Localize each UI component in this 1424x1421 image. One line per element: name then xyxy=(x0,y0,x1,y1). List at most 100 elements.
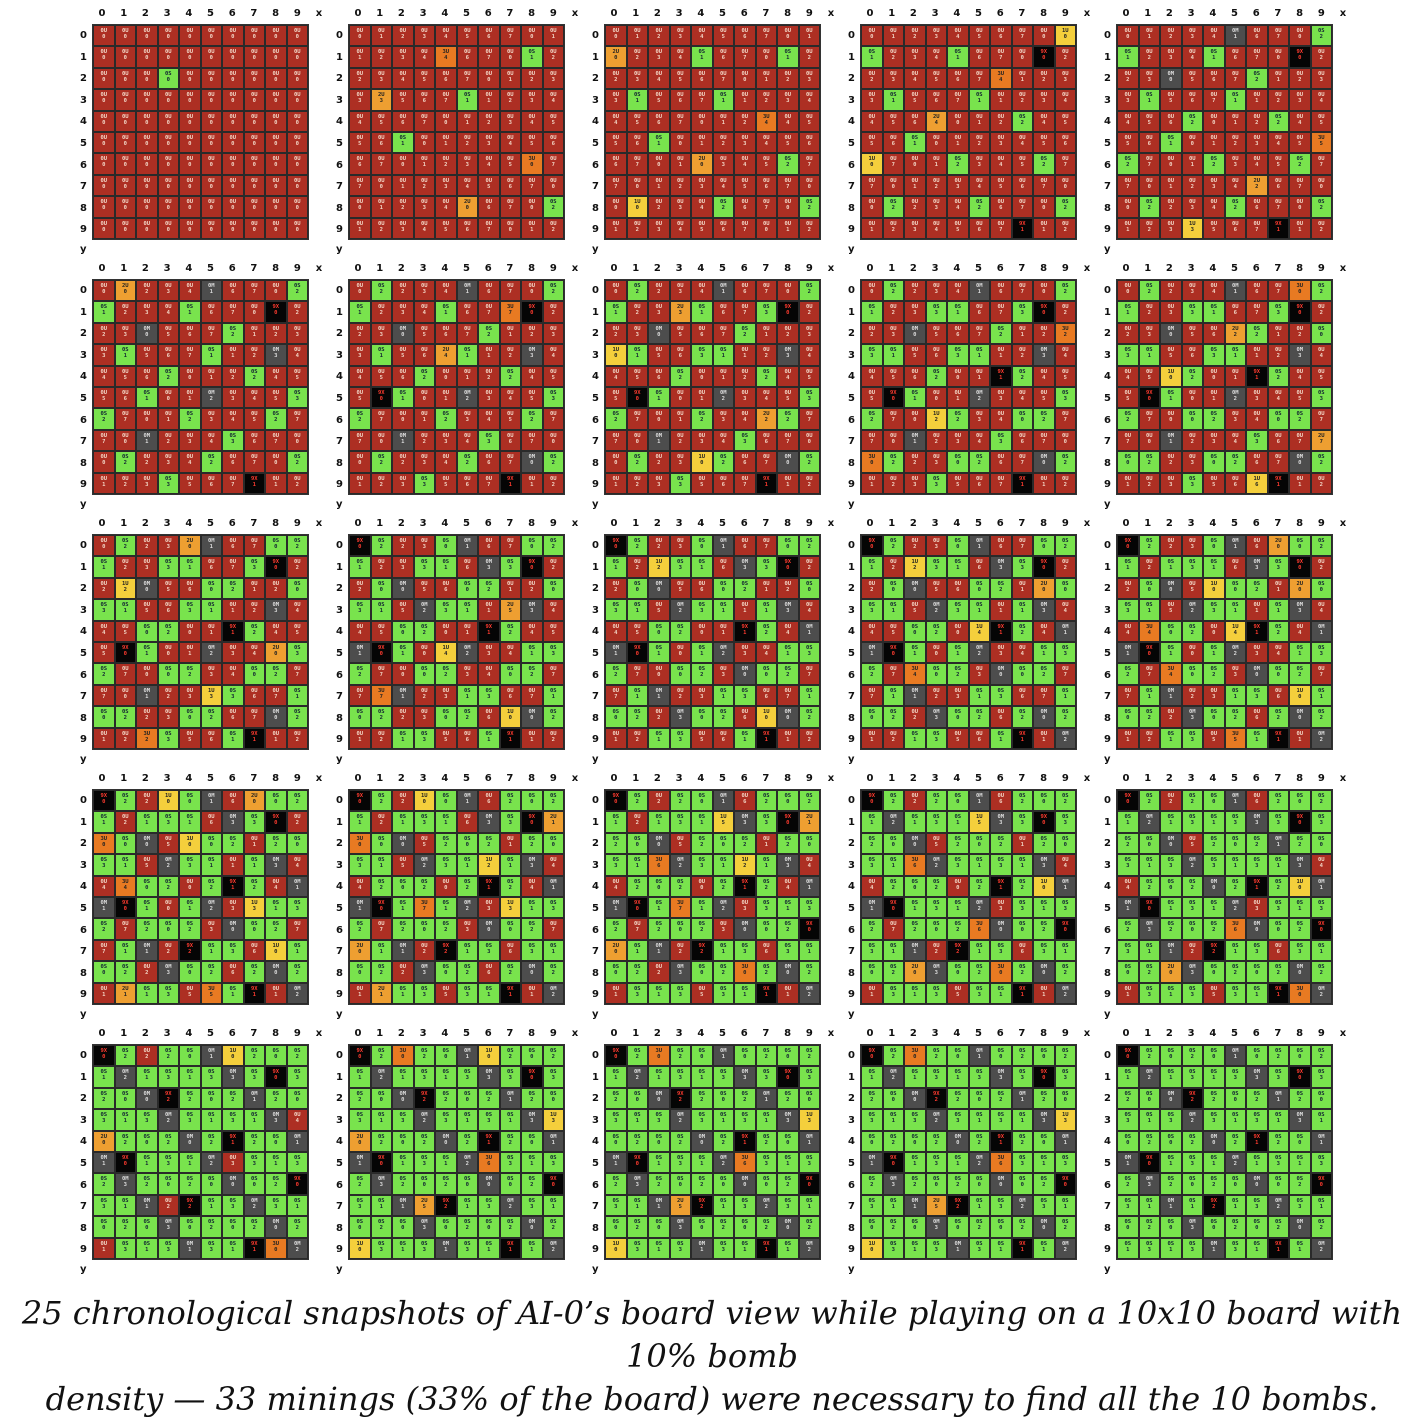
board-cell: 0M 1 xyxy=(499,1087,521,1110)
board-cell: 9X 1 xyxy=(990,1130,1012,1152)
y-tick-label: 5 xyxy=(336,393,343,404)
board-cell: 0S 2 xyxy=(1267,1130,1289,1152)
board-cell: 0U 2 xyxy=(1224,131,1246,154)
board-cell: 0S 2 xyxy=(499,961,521,983)
y-tick-label: 3 xyxy=(592,604,599,616)
board-cell: 0U 0 xyxy=(222,196,244,218)
y-tick-label: 6 xyxy=(592,669,599,681)
board-cell: 0U 1 xyxy=(93,472,115,494)
board-cell: 0U 1 xyxy=(93,982,115,1004)
board-cell: 0S 1 xyxy=(392,1151,414,1174)
y-tick-label: 2 xyxy=(1104,583,1111,595)
y-tick-label: 5 xyxy=(80,138,87,149)
board-cell: 0S 0 xyxy=(669,663,691,685)
board-cell: 0U 3 xyxy=(669,196,691,218)
board-snapshot: 0 0 1 1 2 2 3 3 4 4 5 5 6 6 7 7 8 8 9 9 x y 0U 0 0U 0 0U 0 0U 0 0U 0 0U 0… xyxy=(80,8,330,268)
board-cell: 0S 2 xyxy=(542,1045,564,1067)
board-cell: 9X 0 xyxy=(882,1151,904,1174)
board-cell: 0S 2 xyxy=(1138,706,1160,728)
board-cell: 0U 4 xyxy=(1054,89,1076,111)
board-cell: 0M 0 xyxy=(521,706,543,728)
x-tick-label: 5 xyxy=(207,263,214,274)
board-grid: 0U 0 0U 0 0U 0 0U 0 0U 0 0U 0 0U 0 0U 0 0U 0 0U 0 0U 0 0U 0 0U 0 0… xyxy=(92,24,309,240)
board-cell: 0U 1 xyxy=(777,727,799,749)
board-cell: 0M 3 xyxy=(222,811,244,833)
board-cell: 9X 0 xyxy=(1117,790,1139,812)
board-cell: 0S 1 xyxy=(392,982,414,1004)
y-axis-label: y xyxy=(336,1009,343,1020)
board-cell: 2U 0 xyxy=(1267,535,1289,557)
board-cell: 0U 2 xyxy=(904,451,926,473)
board-cell: 0M 3 xyxy=(1138,1173,1160,1195)
x-tick-label: 4 xyxy=(697,518,705,529)
board-cell: 9X 0 xyxy=(93,1045,115,1067)
x-tick-label: 8 xyxy=(528,1028,536,1039)
board-cell: 0S 2 xyxy=(542,280,564,302)
x-tick-label: 3 xyxy=(675,518,683,529)
board-cell: 0S 0 xyxy=(179,790,201,812)
board-cell: 0S 3 xyxy=(861,854,883,876)
board-cell: 0M 3 xyxy=(777,854,799,876)
x-tick-label: 9 xyxy=(549,8,557,19)
y-axis-label: y xyxy=(336,1264,343,1275)
board-cell: 9X 0 xyxy=(1117,1045,1139,1067)
board-cell: 0U 5 xyxy=(925,322,947,345)
board-cell: 0M 1 xyxy=(1054,620,1076,642)
board-cell: 0U 2 xyxy=(370,217,392,239)
board-cell: 0M 2 xyxy=(1138,811,1160,833)
board-cell: 0U 5 xyxy=(626,110,648,132)
board-cell: 0S 1 xyxy=(392,1066,414,1088)
board-cell: 0S 0 xyxy=(1267,918,1289,940)
board-cell: 0U 3 xyxy=(456,918,478,940)
x-axis-label: x xyxy=(315,263,323,274)
board-cell: 0U 0 xyxy=(435,110,457,132)
board-cell: 3U 0 xyxy=(861,451,883,473)
board-cell: 0U 5 xyxy=(243,408,265,430)
board-cell: 0S 1 xyxy=(1310,1194,1332,1217)
y-tick-label: 4 xyxy=(1104,371,1111,383)
board-cell: 0U 0 xyxy=(93,535,115,557)
board-cell: 0S 0 xyxy=(1310,577,1332,600)
board-cell: 0S 2 xyxy=(626,961,648,983)
x-tick-label: 4 xyxy=(697,1028,705,1039)
board-cell: 0U 6 xyxy=(1246,706,1268,728)
board-cell: 0S 1 xyxy=(1033,896,1055,919)
board-cell: 0S 1 xyxy=(691,896,713,919)
board-cell: 0S 1 xyxy=(392,811,414,833)
y-tick-label: 9 xyxy=(80,734,87,746)
board-cell: 0S 0 xyxy=(136,1130,158,1152)
board-cell: 0S 3 xyxy=(968,1066,990,1088)
board-cell: 0U 5 xyxy=(904,599,926,621)
board-cell: 0S 2 xyxy=(243,1045,265,1067)
board-cell: 0U 6 xyxy=(456,46,478,68)
board-cell: 0S 1 xyxy=(114,939,136,962)
board-cell: 9X 0 xyxy=(521,811,543,833)
board-cell: 0U 2 xyxy=(734,365,756,387)
board-cell: 0U 6 xyxy=(712,727,734,749)
board-cell: 0S 2 xyxy=(370,535,392,557)
board-cell: 0U 7 xyxy=(1117,174,1139,197)
board-cell: 9X 0 xyxy=(370,896,392,919)
y-tick-label: 1 xyxy=(592,561,599,573)
board-cell: 2U 4 xyxy=(925,110,947,132)
y-tick-label: 7 xyxy=(1104,436,1111,448)
y-tick-label: 2 xyxy=(336,1093,343,1105)
board-cell: 0M 0 xyxy=(136,832,158,855)
board-cell: 0U 6 xyxy=(200,727,222,749)
board-cell: 0S 2 xyxy=(882,1216,904,1238)
y-tick-label: 6 xyxy=(336,924,343,936)
board-cell: 0S 1 xyxy=(456,1109,478,1131)
board-cell: 0S 2 xyxy=(93,918,115,940)
board-cell: 0S 1 xyxy=(1138,599,1160,621)
board-cell: 0S 3 xyxy=(605,854,627,876)
board-cell: 0U 6 xyxy=(669,89,691,111)
x-axis-label: x xyxy=(827,518,835,529)
board-cell: 0S 0 xyxy=(669,1173,691,1195)
board-cell: 0S 3 xyxy=(968,1237,990,1259)
board-cell: 0U 6 xyxy=(1203,322,1225,345)
board-cell: 0U 7 xyxy=(861,174,883,197)
figure-caption: 25 chronological snapshots of AI-0’s boa… xyxy=(0,1292,1424,1421)
board-cell: 0S 3 xyxy=(499,1066,521,1088)
board-cell: 0U 0 xyxy=(114,67,136,90)
board-cell: 0U 7 xyxy=(243,451,265,473)
